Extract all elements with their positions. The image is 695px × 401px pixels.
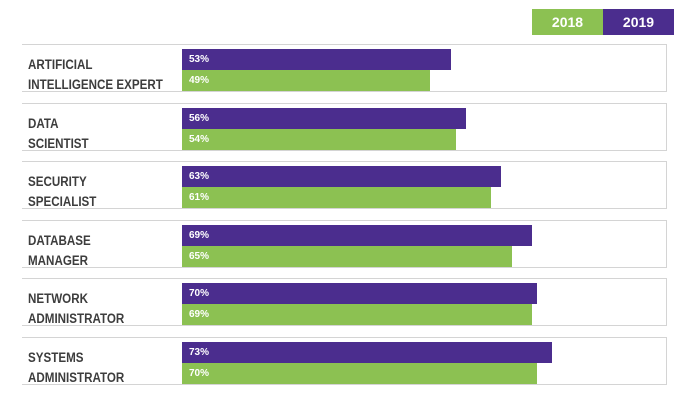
legend-item-2018: 2018 [532, 9, 603, 35]
bar-2019-data-scientist: 56% [182, 107, 466, 129]
row-frame [22, 102, 667, 151]
category-label: DATA SCIENTIST [28, 114, 157, 154]
bar-2018-data-scientist: 54% [182, 128, 456, 150]
category-label-line: NETWORK [28, 291, 88, 306]
bar-value-label: 70% [189, 288, 210, 299]
category-label-line: DATA [28, 115, 59, 131]
bar-2018-database-manager: 65% [182, 245, 512, 267]
row-frame [22, 336, 667, 385]
chart-legend: 2018 2019 [532, 9, 674, 35]
row-frame [22, 44, 667, 92]
category-label: SECURITY SPECIALIST [28, 172, 157, 212]
bar-2018-network-administrator: 69% [182, 304, 532, 325]
chart-row-ai-expert: ARTIFICIAL INTELLIGENCE EXPERT 53% 49% [0, 44, 695, 94]
category-label-line: SECURITY [28, 174, 87, 189]
category-label-line: SYSTEMS [28, 349, 84, 365]
chart-row-network-administrator: NETWORK ADMINISTRATOR 70% 69% [0, 278, 695, 328]
bar-value-label: 73% [189, 346, 210, 358]
chart-row-security-specialist: SECURITY SPECIALIST 63% 61% [0, 161, 695, 211]
bar-value-label: 70% [189, 367, 210, 379]
category-label-line: DATABASE [28, 232, 91, 248]
category-label-line: SPECIALIST [28, 194, 97, 209]
bar-value-label: 49% [189, 75, 210, 86]
bar-value-label: 56% [189, 112, 210, 124]
bar-2018-ai-expert: 49% [182, 70, 430, 91]
category-label-line: ADMINISTRATOR [28, 311, 125, 326]
bar-2019-database-manager: 69% [182, 224, 532, 246]
row-frame [22, 278, 667, 326]
category-label-line: ARTIFICIAL [28, 57, 93, 72]
bar-value-label: 65% [189, 250, 210, 262]
bar-value-label: 53% [189, 54, 210, 65]
bar-2019-network-administrator: 70% [182, 283, 537, 304]
chart-row-database-manager: DATABASE MANAGER 69% 65% [0, 219, 695, 271]
bar-value-label: 61% [189, 192, 210, 203]
bar-2018-security-specialist: 61% [182, 187, 491, 208]
bar-value-label: 69% [189, 229, 210, 241]
category-label-line: MANAGER [28, 252, 88, 268]
bar-2019-security-specialist: 63% [182, 166, 501, 187]
bar-value-label: 69% [189, 309, 210, 320]
category-label-line: INTELLIGENCE EXPERT [28, 77, 163, 92]
category-label: DATABASE MANAGER [28, 231, 157, 271]
chart-row-systems-administrator: SYSTEMS ADMINISTRATOR 73% 70% [0, 336, 695, 388]
chart-row-data-scientist: DATA SCIENTIST 56% 54% [0, 102, 695, 154]
bar-2019-ai-expert: 53% [182, 49, 451, 70]
bar-value-label: 63% [189, 171, 210, 182]
legend-item-2019: 2019 [603, 9, 674, 35]
row-frame [22, 219, 667, 268]
category-label-line: ADMINISTRATOR [28, 369, 125, 385]
row-frame [22, 161, 667, 209]
category-label: ARTIFICIAL INTELLIGENCE EXPERT [28, 55, 163, 95]
bar-2019-systems-administrator: 73% [182, 341, 552, 363]
bar-value-label: 54% [189, 133, 210, 145]
category-label: SYSTEMS ADMINISTRATOR [28, 348, 157, 388]
category-label-line: SCIENTIST [28, 135, 89, 151]
category-label: NETWORK ADMINISTRATOR [28, 289, 157, 329]
bar-2018-systems-administrator: 70% [182, 362, 537, 384]
